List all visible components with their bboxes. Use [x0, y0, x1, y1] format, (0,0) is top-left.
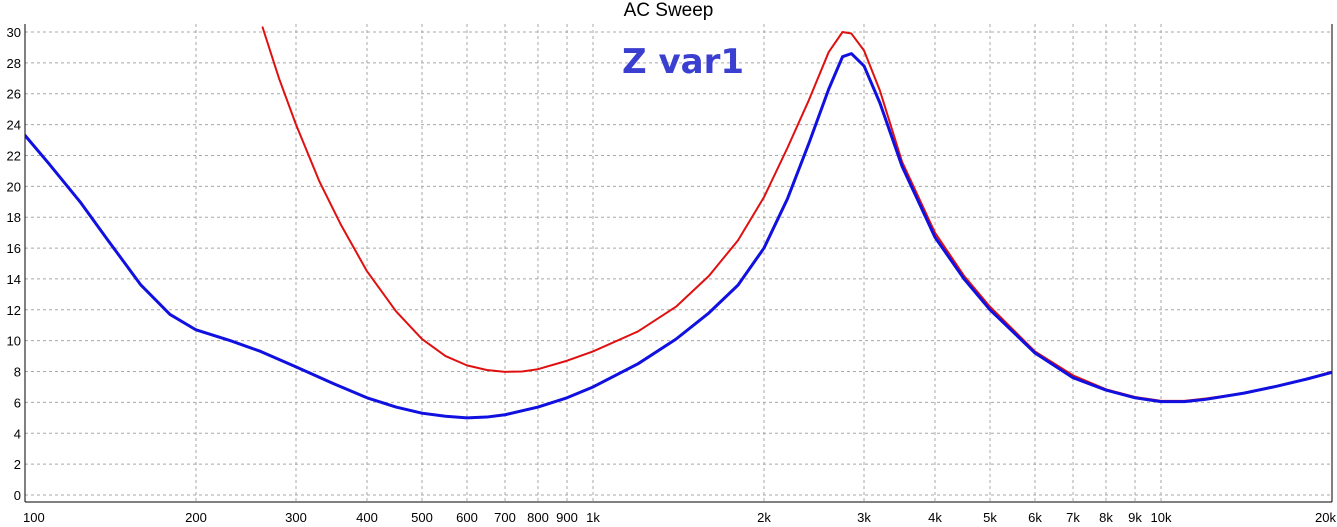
y-tick-label: 22	[7, 148, 21, 163]
x-tick-label: 3k	[857, 510, 871, 525]
x-tick-label: 2k	[757, 510, 771, 525]
x-tick-label: 7k	[1066, 510, 1080, 525]
y-tick-label: 10	[7, 334, 21, 349]
y-tick-label: 0	[14, 488, 21, 503]
x-tick-label: 9k	[1128, 510, 1142, 525]
y-tick-label: 24	[7, 118, 21, 133]
y-tick-label: 28	[7, 56, 21, 71]
y-tick-label: 6	[14, 395, 21, 410]
x-tick-label: 900	[556, 510, 578, 525]
y-tick-label: 8	[14, 365, 21, 380]
x-tick-label: 200	[185, 510, 207, 525]
x-tick-label: 300	[285, 510, 307, 525]
x-tick-label: 4k	[928, 510, 942, 525]
y-tick-label: 4	[14, 426, 21, 441]
y-tick-label: 20	[7, 179, 21, 194]
x-tick-label: 100	[23, 510, 45, 525]
x-tick-label: 600	[456, 510, 478, 525]
x-tick-label: 500	[411, 510, 433, 525]
y-tick-label: 12	[7, 303, 21, 318]
x-tick-label: 5k	[983, 510, 997, 525]
chart-annotation: Z var1	[622, 42, 745, 82]
x-tick-label: 20k	[1315, 510, 1336, 525]
x-tick-label: 1k	[586, 510, 600, 525]
x-tick-label: 6k	[1028, 510, 1042, 525]
y-tick-label: 16	[7, 241, 21, 256]
y-tick-label: 30	[7, 25, 21, 40]
y-tick-label: 2	[14, 457, 21, 472]
x-tick-label: 800	[527, 510, 549, 525]
chart-title: AC Sweep	[623, 0, 714, 21]
y-tick-label: 18	[7, 210, 21, 225]
x-tick-label: 700	[494, 510, 516, 525]
y-tick-label: 14	[7, 272, 21, 287]
x-tick-label: 400	[356, 510, 378, 525]
x-tick-label: 8k	[1099, 510, 1113, 525]
y-tick-label: 26	[7, 87, 21, 102]
series-line-2	[25, 52, 1332, 420]
series-line-1	[261, 26, 1332, 402]
x-tick-label: 10k	[1151, 510, 1172, 525]
